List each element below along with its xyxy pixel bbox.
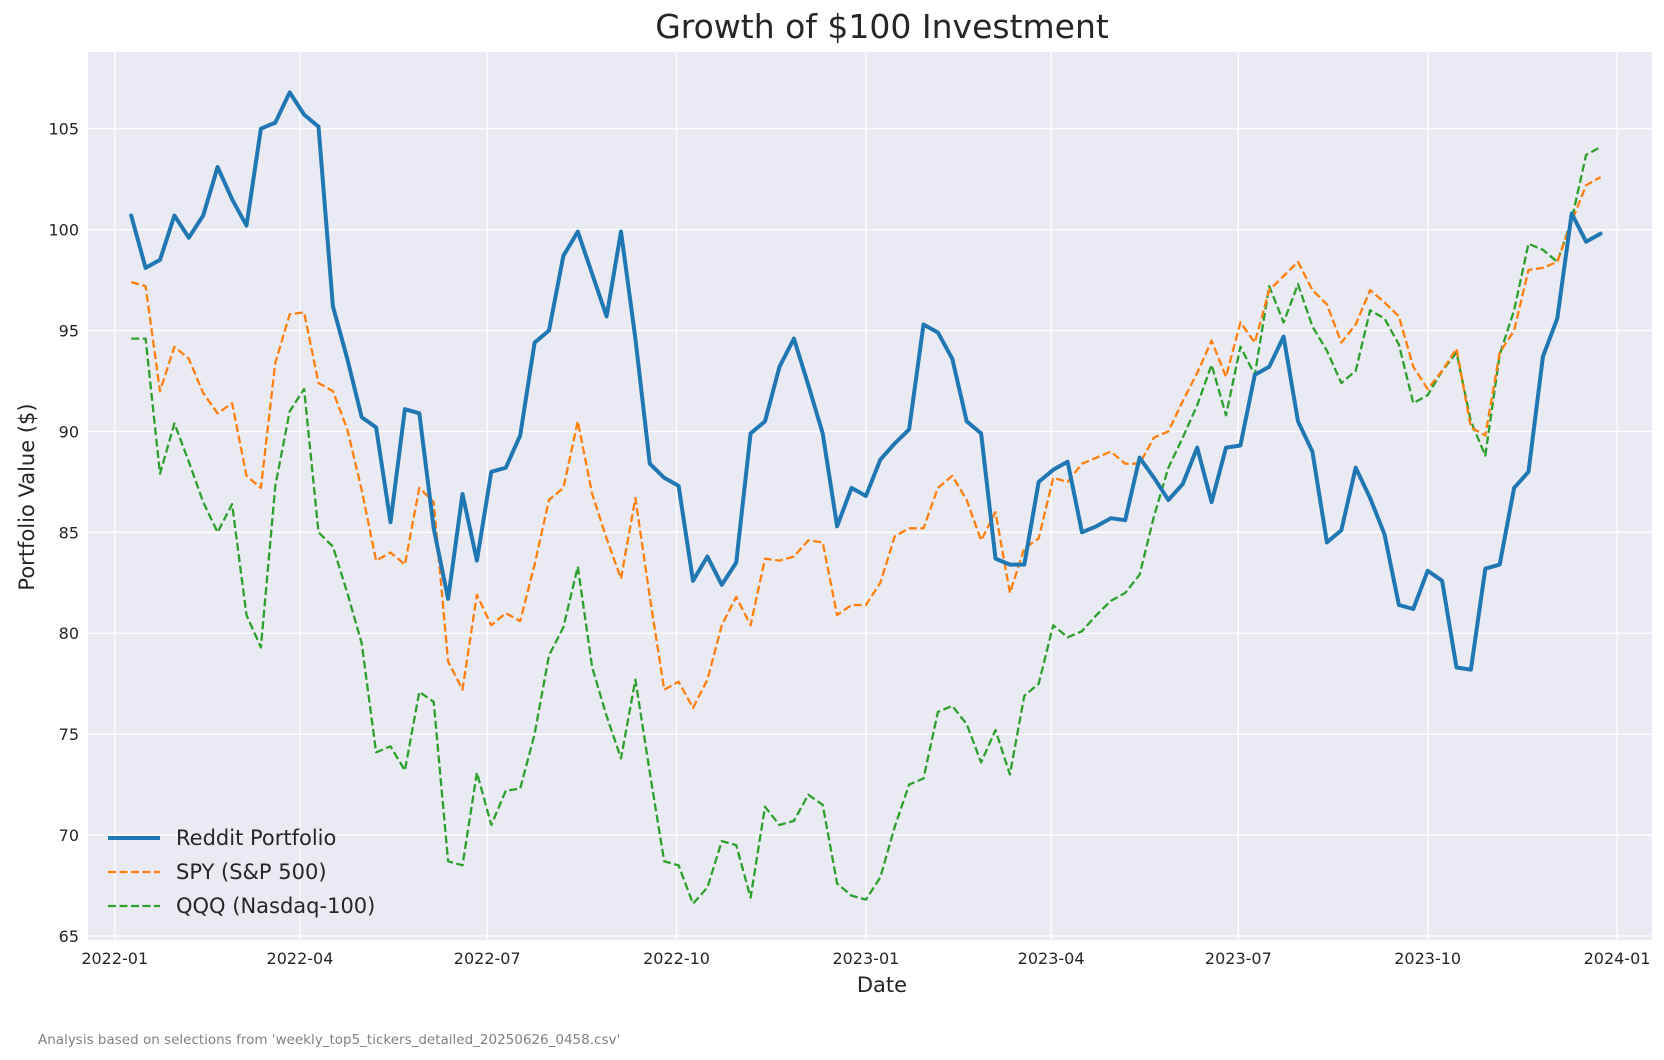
x-tick-label: 2023-10 — [1394, 949, 1461, 968]
series-lines — [129, 90, 1603, 905]
y-tick-label: 90 — [59, 422, 79, 441]
y-tick-label: 85 — [59, 523, 79, 542]
x-axis-ticks: 2022-01 2022-04 2022-07 2022-10 2023-01 2023-… — [81, 949, 1650, 968]
legend-label-1: SPY (S&P 500) — [176, 860, 327, 884]
y-tick-label: 75 — [59, 725, 79, 744]
y-tick-label: 80 — [59, 624, 79, 643]
footnote: Analysis based on selections from 'weekl… — [38, 1032, 620, 1048]
series-line-2 — [131, 145, 1602, 905]
y-tick-label: 100 — [48, 221, 79, 240]
x-axis-label: Date — [857, 973, 907, 997]
y-tick-label: 105 — [48, 120, 79, 139]
x-tick-label: 2023-07 — [1205, 949, 1272, 968]
x-tick-label: 2022-04 — [267, 949, 334, 968]
y-tick-label: 95 — [59, 322, 79, 341]
y-tick-label: 70 — [59, 826, 79, 845]
chart-title: Growth of $100 Investment — [655, 7, 1109, 46]
x-tick-label: 2022-07 — [454, 949, 521, 968]
legend-label-2: QQQ (Nasdaq-100) — [176, 894, 375, 918]
x-tick-label: 2023-01 — [832, 949, 899, 968]
series-line-1 — [130, 176, 1602, 710]
legend-label-0: Reddit Portfolio — [176, 826, 336, 850]
y-axis-ticks: 65 70 75 80 85 90 95 100 105 — [48, 120, 79, 946]
legend: Reddit Portfolio SPY (S&P 500) QQQ (Nasdaq… — [108, 826, 375, 918]
plot-area — [88, 52, 1652, 940]
y-tick-label: 65 — [59, 927, 79, 946]
x-tick-label: 2022-01 — [81, 949, 148, 968]
y-axis-label: Portfolio Value ($) — [15, 403, 39, 590]
x-tick-label: 2024-01 — [1584, 949, 1651, 968]
x-tick-label: 2022-10 — [643, 949, 710, 968]
x-tick-label: 2023-04 — [1018, 949, 1085, 968]
series-line-0 — [129, 90, 1603, 672]
